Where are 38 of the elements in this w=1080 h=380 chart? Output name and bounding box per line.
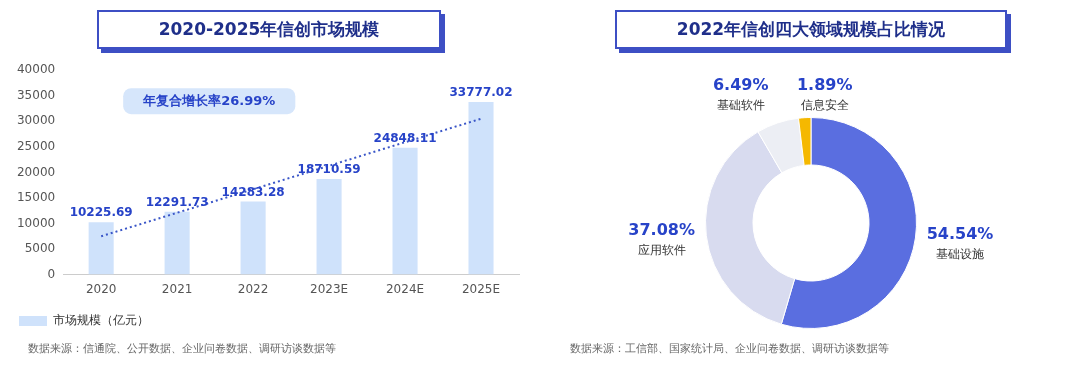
bar [164, 211, 190, 275]
source-note: 数据来源：工信部、国家统计局、企业问卷数据、调研访谈数据等 [570, 341, 889, 356]
x-tick-label: 2020 [85, 281, 117, 296]
y-tick-label: 40000 [16, 62, 56, 77]
slice-label: 基础软件 [716, 97, 765, 112]
y-tick-label: 25000 [16, 138, 56, 153]
y-tick-label: 20000 [16, 164, 56, 179]
x-tick-label: 2025E [461, 281, 501, 296]
y-tick-label: 0 [47, 266, 56, 281]
x-tick-label: 2022 [237, 281, 269, 296]
chart-title: 2022年信创四大领域规模占比情况 [614, 10, 1008, 49]
data-label: 6.49% [712, 74, 769, 94]
bar [240, 201, 266, 275]
data-label: 33777.02 [449, 85, 513, 100]
annotation: 年复合增长率26.99% [142, 92, 276, 108]
y-tick-label: 5000 [24, 241, 56, 256]
chart-title: 2020-2025年信创市场规模 [96, 10, 442, 49]
x-tick-label: 2023E [310, 281, 349, 296]
data-label: 12291.73 [145, 194, 209, 209]
y-tick-label: 15000 [16, 190, 56, 205]
y-tick-label: 35000 [16, 87, 56, 102]
source-note: 数据来源：信通院、公开数据、企业问卷数据、调研访谈数据等 [28, 341, 336, 356]
bar [316, 178, 342, 275]
y-tick-label: 10000 [16, 215, 56, 230]
slice-label: 基础设施 [935, 246, 984, 261]
x-tick-label: 2021 [161, 281, 193, 296]
data-label: 37.08% [628, 220, 695, 240]
bar [392, 147, 418, 275]
x-tick-label: 2024E [385, 281, 425, 296]
slice-label: 信息安全 [800, 97, 849, 112]
data-label: 1.89% [796, 74, 853, 94]
slice-label: 应用软件 [637, 243, 686, 258]
bar [468, 102, 494, 275]
legend-label: 市场规模（亿元） [53, 313, 149, 328]
data-label: 54.54% [926, 223, 994, 243]
data-label: 10225.69 [69, 205, 133, 220]
bar [88, 222, 114, 275]
y-tick-label: 30000 [16, 113, 56, 128]
